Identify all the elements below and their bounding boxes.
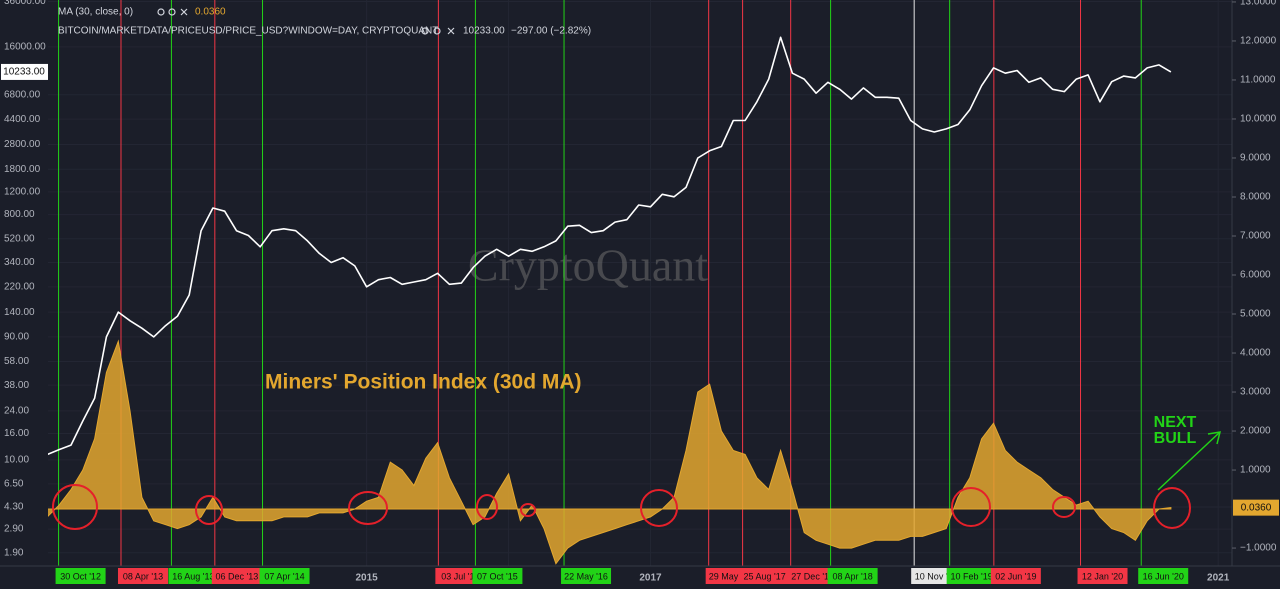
event-label: 16 Aug '13 <box>172 571 214 581</box>
legend-icons[interactable] <box>157 8 455 35</box>
legend-price: BITCOIN/MARKETDATA/PRICEUSD/PRICE_USD?WI… <box>58 26 438 37</box>
y-tick-label: 6.50 <box>4 479 24 490</box>
y-tick-label: 38.00 <box>4 380 29 391</box>
legend-price-value: 10233.00 <box>463 26 505 37</box>
x-tick-label: 2021 <box>1207 573 1230 584</box>
last-value-label: 0.0360 <box>1241 502 1272 513</box>
y2-tick-label: 12.0000 <box>1240 36 1277 47</box>
y-tick-label: 4.30 <box>4 502 24 513</box>
event-label-box <box>472 568 523 584</box>
event-label: 07 Oct '15 <box>477 571 518 581</box>
last-value-box <box>1233 499 1279 516</box>
arrow <box>1157 431 1222 491</box>
y-tick-label: 58.00 <box>4 356 29 367</box>
event-label: 07 Apr '14 <box>264 571 304 581</box>
event-label-box <box>787 568 838 584</box>
y-tick-label: 520.00 <box>4 233 35 244</box>
plot <box>46 36 1172 565</box>
y-tick-label: 10.00 <box>4 454 29 465</box>
event-label-box <box>117 568 168 584</box>
event-label: 16 Jun '20 <box>1143 571 1184 581</box>
price-line <box>46 36 1172 456</box>
event-label-box <box>739 568 790 584</box>
legend-price-change: −297.00 (−2.82%) <box>511 26 591 37</box>
y-tick-label: 6800.00 <box>4 89 41 100</box>
y-tick-label: 2800.00 <box>4 139 41 150</box>
y-tick-label: 90.00 <box>4 331 29 342</box>
event-label-box <box>55 568 106 584</box>
y-tick-label: 800.00 <box>4 209 35 220</box>
event-label-box <box>561 568 612 584</box>
last-value-box <box>1 63 48 80</box>
hand-drawn-circles <box>52 484 1191 530</box>
event-label: 29 May '17 <box>709 571 753 581</box>
grid <box>48 0 1232 566</box>
indicator-title: Miners' Position Index (30d MA) <box>265 371 582 394</box>
y2-tick-label: 7.0000 <box>1240 231 1271 242</box>
x-tick-label: 2017 <box>639 573 662 584</box>
x-tick-label: 2015 <box>356 573 379 584</box>
y2-tick-label: 10.0000 <box>1240 114 1277 125</box>
event-label-box <box>211 568 262 584</box>
event-label-box <box>1077 568 1128 584</box>
event-label-box <box>990 568 1041 584</box>
y-tick-label: 24.00 <box>4 405 29 416</box>
y2-tick-label: 13.0000 <box>1240 0 1277 8</box>
event-label: 30 Oct '12 <box>60 571 101 581</box>
event-label: 02 Jun '19 <box>995 571 1036 581</box>
y2-tick-label: 1.0000 <box>1240 465 1271 476</box>
legend: MA (30, close, 0) 0.0360 BITCOIN/MARKETD… <box>58 7 591 37</box>
event-label: 25 Aug '17 <box>743 571 785 581</box>
y2-tick-label: 3.0000 <box>1240 387 1271 398</box>
last-value-label: 10233.00 <box>3 67 45 78</box>
event-label: 08 Apr '13 <box>123 571 163 581</box>
y-tick-label: 1.90 <box>4 547 24 558</box>
y-tick-label: 2.90 <box>4 524 24 535</box>
y-tick-label: 16000.00 <box>4 42 46 53</box>
y2-tick-label: 9.0000 <box>1240 153 1271 164</box>
area <box>46 339 1172 565</box>
y2-tick-label: 11.0000 <box>1240 75 1276 86</box>
y-tick-label: 340.00 <box>4 257 35 268</box>
y-tick-label: 1800.00 <box>4 164 41 175</box>
annotation: NEXT BULL <box>1154 414 1197 447</box>
event-label: 22 May '16 <box>564 571 608 581</box>
y-tick-label: 1200.00 <box>4 187 41 198</box>
y-tick-label: 220.00 <box>4 281 35 292</box>
y-tick-label: 4400.00 <box>4 114 41 125</box>
y2-tick-label: 6.0000 <box>1240 270 1271 281</box>
event-label: 10 Feb '19 <box>951 571 993 581</box>
y2-tick-label: −1.0000 <box>1240 543 1277 554</box>
left-axis <box>0 0 48 566</box>
event-label-box <box>168 568 219 584</box>
event-label: 06 Dec '13 <box>215 571 258 581</box>
event-label-box <box>827 568 878 584</box>
event-label-box <box>946 568 997 584</box>
y2-tick-label: 4.0000 <box>1240 348 1271 359</box>
event-label: 10 Nov '18 <box>915 571 958 581</box>
event-label: 03 Jul '15 <box>441 571 479 581</box>
y2-tick-label: 8.0000 <box>1240 192 1271 203</box>
y2-tick-label: 5.0000 <box>1240 309 1271 320</box>
event-label-box <box>259 568 310 584</box>
y-tick-label: 16.00 <box>4 428 29 439</box>
legend-indicator: MA (30, close, 0) <box>58 7 133 18</box>
y-tick-label: 36000.00 <box>4 0 46 7</box>
right-axis <box>1232 0 1280 566</box>
event-label: 12 Jan '20 <box>1082 571 1123 581</box>
y2-tick-label: 2.0000 <box>1240 426 1271 437</box>
event-label-box <box>1138 568 1189 584</box>
event-label: 08 Apr '18 <box>832 571 872 581</box>
watermark: CryptoQuant <box>468 240 708 291</box>
legend-indicator-value: 0.0360 <box>195 7 226 18</box>
event-label: 27 Dec '17 <box>791 571 834 581</box>
y-tick-label: 140.00 <box>4 307 35 318</box>
